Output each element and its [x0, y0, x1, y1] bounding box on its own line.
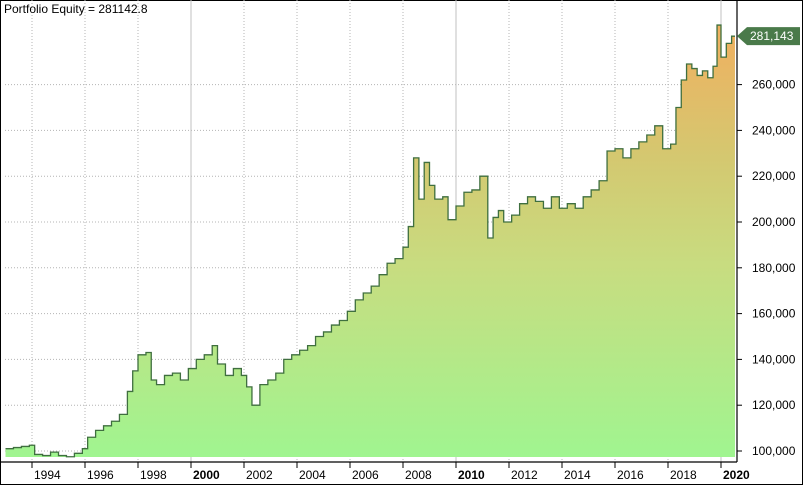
y-tick-label: 240,000: [752, 123, 796, 137]
x-axis-ticks: 1994 1996 1998 2000 2002 2004 2006 2008 2010 2012…: [31, 462, 750, 482]
y-tick-label: 120,000: [752, 398, 796, 412]
equity-area: [5, 24, 735, 458]
x-tick-label: 1994: [34, 468, 61, 482]
y-tick-label: 220,000: [752, 169, 796, 183]
last-value-label: 281,143: [750, 29, 794, 43]
x-tick-label: 2016: [617, 468, 644, 482]
y-tick-label: 140,000: [752, 352, 796, 366]
y-axis-ticks: 100,000 120,000 140,000 160,000 180,000 200,0…: [737, 78, 796, 458]
y-tick-label: 260,000: [752, 78, 796, 92]
x-tick-label: 2004: [299, 468, 326, 482]
chart-title: Portfolio Equity = 281142.8: [4, 2, 148, 16]
x-tick-label: 2012: [511, 468, 538, 482]
x-tick-label: 2010: [458, 468, 485, 482]
last-value-marker: 281,143: [737, 27, 800, 46]
x-tick-label: 2002: [246, 468, 273, 482]
y-tick-label: 200,000: [752, 215, 796, 229]
y-tick-label: 180,000: [752, 261, 796, 275]
x-tick-label: 2020: [723, 468, 750, 482]
x-tick-label: 2014: [564, 468, 591, 482]
x-tick-label: 2018: [670, 468, 697, 482]
x-tick-label: 1996: [87, 468, 114, 482]
y-tick-label: 160,000: [752, 307, 796, 321]
x-tick-label: 2008: [405, 468, 432, 482]
y-tick-label: 100,000: [752, 444, 796, 458]
x-tick-label: 1998: [140, 468, 167, 482]
x-tick-label: 2006: [352, 468, 379, 482]
x-tick-label: 2000: [193, 468, 220, 482]
